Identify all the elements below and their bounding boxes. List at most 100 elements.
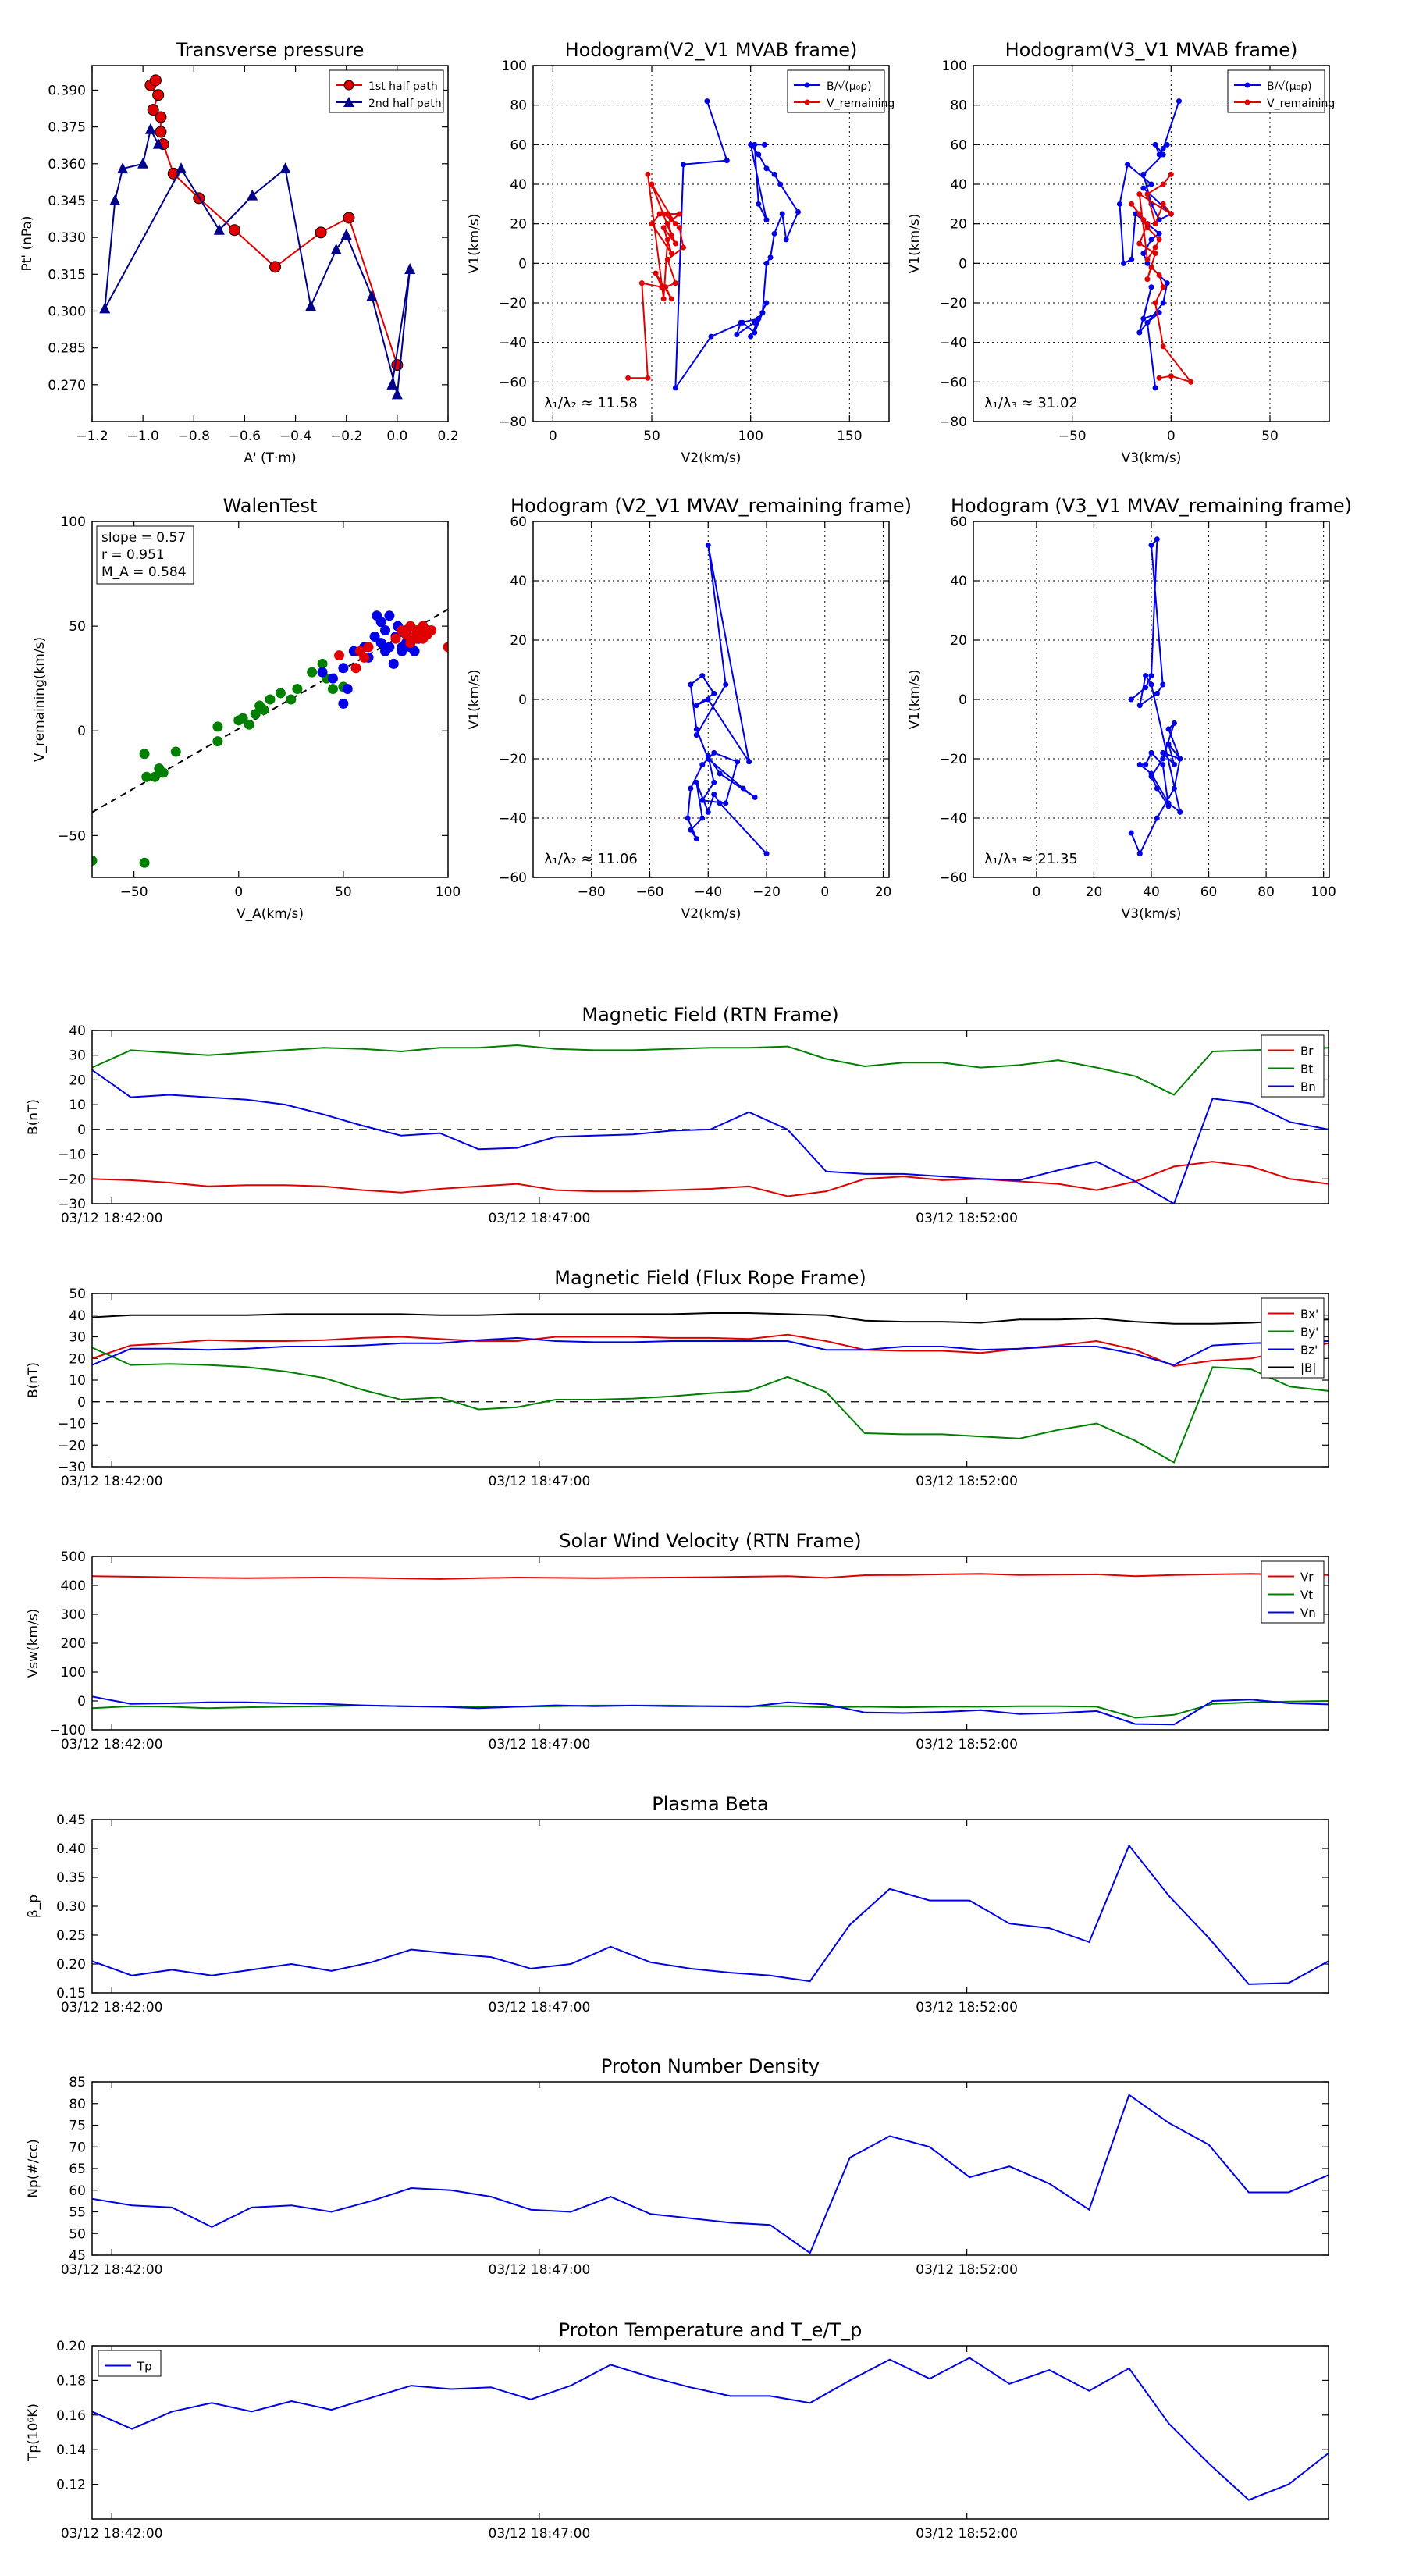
- data-point: [334, 650, 345, 661]
- data-point: [1129, 201, 1135, 207]
- data-point: [740, 785, 746, 792]
- chart-title: Magnetic Field (RTN Frame): [582, 1004, 838, 1026]
- y-tick-label: 100: [61, 514, 86, 530]
- y-tick-label: −60: [499, 375, 527, 390]
- y-tick-label: 20: [950, 217, 967, 233]
- data-point: [1129, 256, 1135, 262]
- y-tick-label: 20: [69, 1351, 86, 1367]
- y-tick-label: 45: [69, 2248, 86, 2264]
- data-point: [149, 74, 162, 87]
- data-point: [1143, 685, 1149, 691]
- chart-beta: Plasma Beta 03/12 18:42:00 03/12 18:47:00 0…: [26, 1793, 1329, 2016]
- data-point: [699, 673, 706, 679]
- data-point: [109, 194, 121, 205]
- data-point: [1136, 211, 1143, 217]
- y-tick-label: −80: [939, 415, 967, 430]
- data-point: [369, 632, 380, 642]
- x-axis-label: V_A(km/s): [237, 906, 304, 922]
- data-point: [668, 296, 674, 302]
- x-tick-label: 60: [1200, 884, 1218, 900]
- x-tick-label: 50: [1261, 429, 1279, 444]
- stats-line: slope = 0.57: [101, 530, 186, 546]
- series-line: [92, 1161, 1329, 1197]
- x-tick-label: 100: [738, 429, 763, 444]
- data-point: [672, 221, 678, 227]
- data-point: [649, 221, 655, 227]
- x-tick-label: 50: [643, 429, 660, 444]
- series-line: [92, 1044, 1329, 1096]
- data-point: [1148, 542, 1154, 548]
- data-point: [292, 684, 303, 695]
- data-point: [338, 663, 349, 674]
- x-tick-label: −1.0: [127, 429, 159, 444]
- data-point: [247, 189, 258, 201]
- data-point: [1128, 830, 1134, 836]
- y-tick-label: 0: [959, 256, 967, 272]
- data-point: [212, 736, 223, 747]
- data-point: [1148, 673, 1154, 679]
- data-point: [1136, 191, 1143, 197]
- data-point: [693, 779, 699, 785]
- data-point: [638, 280, 645, 286]
- data-point: [155, 111, 167, 123]
- data-point: [752, 141, 758, 148]
- y-tick-label: 0.18: [56, 2373, 86, 2389]
- legend-marker: [1244, 82, 1250, 88]
- chart-walen: WalenTest −50 0 50 100 −50 0 50 100 V_A(km/s) V_re…: [32, 495, 461, 922]
- y-tick-label: 100: [942, 59, 967, 74]
- data-point: [1160, 681, 1166, 688]
- data-point: [1144, 276, 1151, 283]
- data-point: [1140, 315, 1147, 322]
- data-point: [711, 749, 717, 756]
- legend-label: Bt: [1300, 1062, 1313, 1076]
- data-point: [759, 310, 766, 316]
- data-point: [1152, 300, 1158, 306]
- chart-title: Hodogram(V3_V1 MVAB frame): [1005, 39, 1298, 61]
- y-tick-label: −60: [499, 870, 527, 886]
- data-point: [176, 162, 187, 174]
- y-tick-label: 0.12: [56, 2478, 86, 2493]
- y-tick-label: −80: [499, 415, 527, 430]
- chart-vel: Solar Wind Velocity (RTN Frame) 03/12 18:…: [26, 1530, 1329, 1752]
- x-tick-label: 03/12 18:42:00: [61, 1737, 163, 1752]
- data-point: [237, 713, 248, 724]
- y-tick-label: −20: [939, 296, 967, 311]
- data-point: [307, 667, 318, 678]
- y-axis-label: V_remaining(km/s): [32, 637, 48, 762]
- data-point: [1144, 260, 1151, 266]
- data-point: [756, 201, 762, 207]
- legend-marker: [804, 82, 810, 88]
- data-point: [139, 857, 150, 868]
- x-tick-label: 20: [875, 884, 892, 900]
- legend: Bx' By' Bz' |B|: [1261, 1297, 1325, 1379]
- x-tick-label: −0.2: [330, 429, 362, 444]
- x-tick-label: −0.4: [279, 429, 311, 444]
- y-tick-label: 30: [69, 1048, 86, 1064]
- y-tick-label: 70: [69, 2140, 86, 2155]
- plot-frame: [91, 2081, 1329, 2256]
- data-point: [137, 157, 149, 169]
- plot-frame: [91, 1293, 1329, 1468]
- plot-frame: [532, 65, 890, 422]
- data-point: [1140, 171, 1147, 177]
- y-tick-label: −30: [58, 1197, 86, 1212]
- series-line: [92, 1844, 1329, 1985]
- data-point: [763, 851, 770, 857]
- y-tick-label: 0.25: [56, 1928, 86, 1944]
- y-tick-label: 0.45: [56, 1813, 86, 1828]
- y-tick-label: 0.375: [48, 120, 86, 136]
- data-point: [317, 658, 328, 669]
- x-tick-label: −80: [578, 884, 606, 900]
- data-point: [340, 228, 352, 240]
- data-point: [1136, 762, 1143, 768]
- data-point: [1144, 225, 1151, 231]
- data-point: [704, 98, 710, 105]
- chart-title: Hodogram (V2_V1 MVAV_remaining frame): [510, 495, 912, 517]
- data-point: [1148, 681, 1154, 688]
- x-tick-label: −60: [636, 884, 664, 900]
- y-tick-label: 0: [77, 724, 86, 739]
- chart-title: Hodogram(V2_V1 MVAB frame): [565, 39, 858, 61]
- data-point: [1136, 240, 1143, 247]
- data-point: [763, 217, 770, 223]
